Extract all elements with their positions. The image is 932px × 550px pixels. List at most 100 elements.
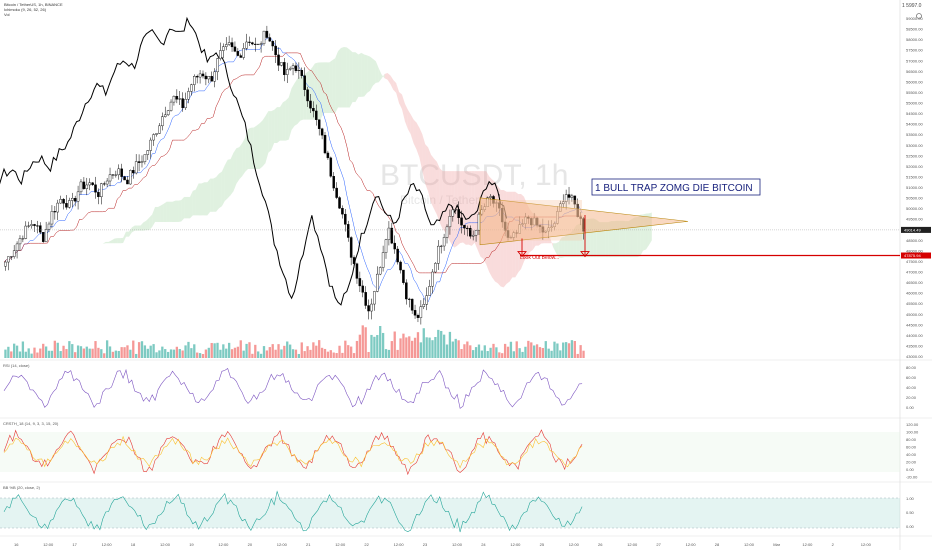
- candle-body: [239, 55, 243, 58]
- volume-bar: [550, 350, 553, 358]
- candle-body: [132, 170, 135, 174]
- candle-body: [140, 161, 144, 163]
- ichimoku-cloud-segment: [169, 201, 173, 222]
- volume-bar: [53, 340, 56, 358]
- candle-body: [274, 45, 277, 56]
- volume-bar: [178, 348, 181, 358]
- time-tick-label: 12:00: [686, 542, 697, 547]
- volume-bar: [326, 351, 330, 358]
- ichimoku-cloud-segment: [346, 47, 350, 108]
- time-tick-label: 25: [540, 542, 545, 547]
- range-box: [482, 200, 582, 241]
- ichimoku-cloud-segment: [399, 92, 402, 110]
- candle-body: [294, 65, 298, 71]
- candle-body: [378, 267, 382, 275]
- volume-bar: [198, 353, 202, 358]
- volume-bar: [373, 336, 376, 358]
- bbw-axis-label: 0.00: [906, 524, 915, 529]
- time-tick-label: 12:00: [510, 542, 521, 547]
- ichimoku-cloud-segment: [117, 238, 121, 244]
- volume-bar: [477, 344, 481, 358]
- ichimoku-cloud-segment: [329, 60, 333, 113]
- callout-box: [591, 178, 761, 196]
- volume-bar: [579, 345, 582, 358]
- stoch-axis-label: -20.00: [906, 475, 918, 480]
- ichimoku-cloud-segment: [227, 159, 231, 199]
- price-tick-label: 55500.00: [906, 90, 923, 95]
- stoch-axis-label: 100.00: [906, 430, 919, 435]
- ichimoku-cloud-segment: [558, 237, 562, 258]
- candle-body: [416, 315, 420, 318]
- volume-bar: [338, 345, 341, 358]
- candle-body: [361, 285, 365, 293]
- candle-body: [198, 73, 202, 78]
- candle-body: [251, 42, 254, 45]
- volume-bar: [309, 349, 312, 358]
- bbw-line: [3, 490, 583, 533]
- volume-bar: [184, 345, 187, 358]
- time-tick-label: 16: [14, 542, 19, 547]
- volume-bar: [323, 348, 327, 358]
- candle-body: [262, 30, 266, 44]
- candle-body: [187, 91, 190, 100]
- price-tick-label: 59000.00: [906, 16, 923, 21]
- ichimoku-cloud-segment: [160, 203, 164, 222]
- ichimoku-cloud-segment: [628, 219, 632, 258]
- price-tick-label: 50000.00: [906, 206, 923, 211]
- volume-bar: [161, 346, 164, 358]
- candle-body: [137, 161, 141, 163]
- time-tick-label: 12:00: [218, 542, 229, 547]
- ichimoku-cloud-segment: [338, 47, 341, 108]
- candle-body: [68, 200, 71, 208]
- volume-bar: [27, 348, 30, 358]
- volume-bar: [367, 352, 370, 358]
- candle-body: [422, 304, 426, 307]
- volume-bar: [277, 344, 280, 358]
- price-tick-label: 44000.00: [906, 333, 923, 338]
- volume-bar: [207, 347, 210, 358]
- symmetrical-triangle: [479, 197, 689, 246]
- time-tick-label: 21: [306, 542, 311, 547]
- candle-body: [425, 295, 428, 305]
- candle-body: [474, 230, 478, 236]
- volume-bar: [396, 349, 399, 358]
- ichimoku-cloud-segment: [300, 74, 304, 121]
- candle-body: [4, 261, 7, 267]
- volume-bar: [30, 353, 33, 358]
- volume-bar: [280, 349, 283, 358]
- volume-bar: [425, 337, 428, 358]
- ichimoku-cloud-segment: [192, 189, 196, 216]
- candle-body: [285, 69, 289, 75]
- ichimoku-cloud-segment: [123, 231, 127, 244]
- volume-bar: [155, 352, 158, 358]
- volume-bar: [547, 348, 550, 358]
- volume-bar: [564, 342, 568, 358]
- ichimoku-cloud-segment: [370, 56, 373, 91]
- volume-bar: [236, 346, 240, 358]
- volume-bar: [94, 341, 97, 358]
- volume-bar: [59, 351, 62, 358]
- volume-bar: [85, 346, 88, 358]
- ichimoku-cloud-segment: [163, 201, 167, 222]
- volume-bar: [457, 340, 460, 358]
- time-tick-label: 17: [72, 542, 77, 547]
- volume-bar: [132, 340, 135, 358]
- candle-body: [82, 181, 86, 189]
- ichimoku-cloud-segment: [294, 78, 298, 126]
- volume-bar: [213, 343, 216, 358]
- volume-bar: [251, 353, 254, 358]
- ichimoku-cloud-segment: [401, 94, 405, 122]
- volume-bar: [291, 349, 295, 358]
- candle-body: [352, 257, 356, 264]
- volume-bar: [239, 340, 242, 358]
- ichimoku-cloud-segment: [422, 134, 426, 184]
- volume-bar: [283, 345, 286, 358]
- volume-bar: [169, 349, 173, 358]
- volume-bar: [527, 340, 530, 358]
- volume-bar: [483, 345, 486, 358]
- volume-bar: [466, 341, 469, 358]
- candle-body: [62, 199, 65, 204]
- volume-bar: [259, 353, 263, 358]
- price-tick-label: 50500.00: [906, 196, 923, 201]
